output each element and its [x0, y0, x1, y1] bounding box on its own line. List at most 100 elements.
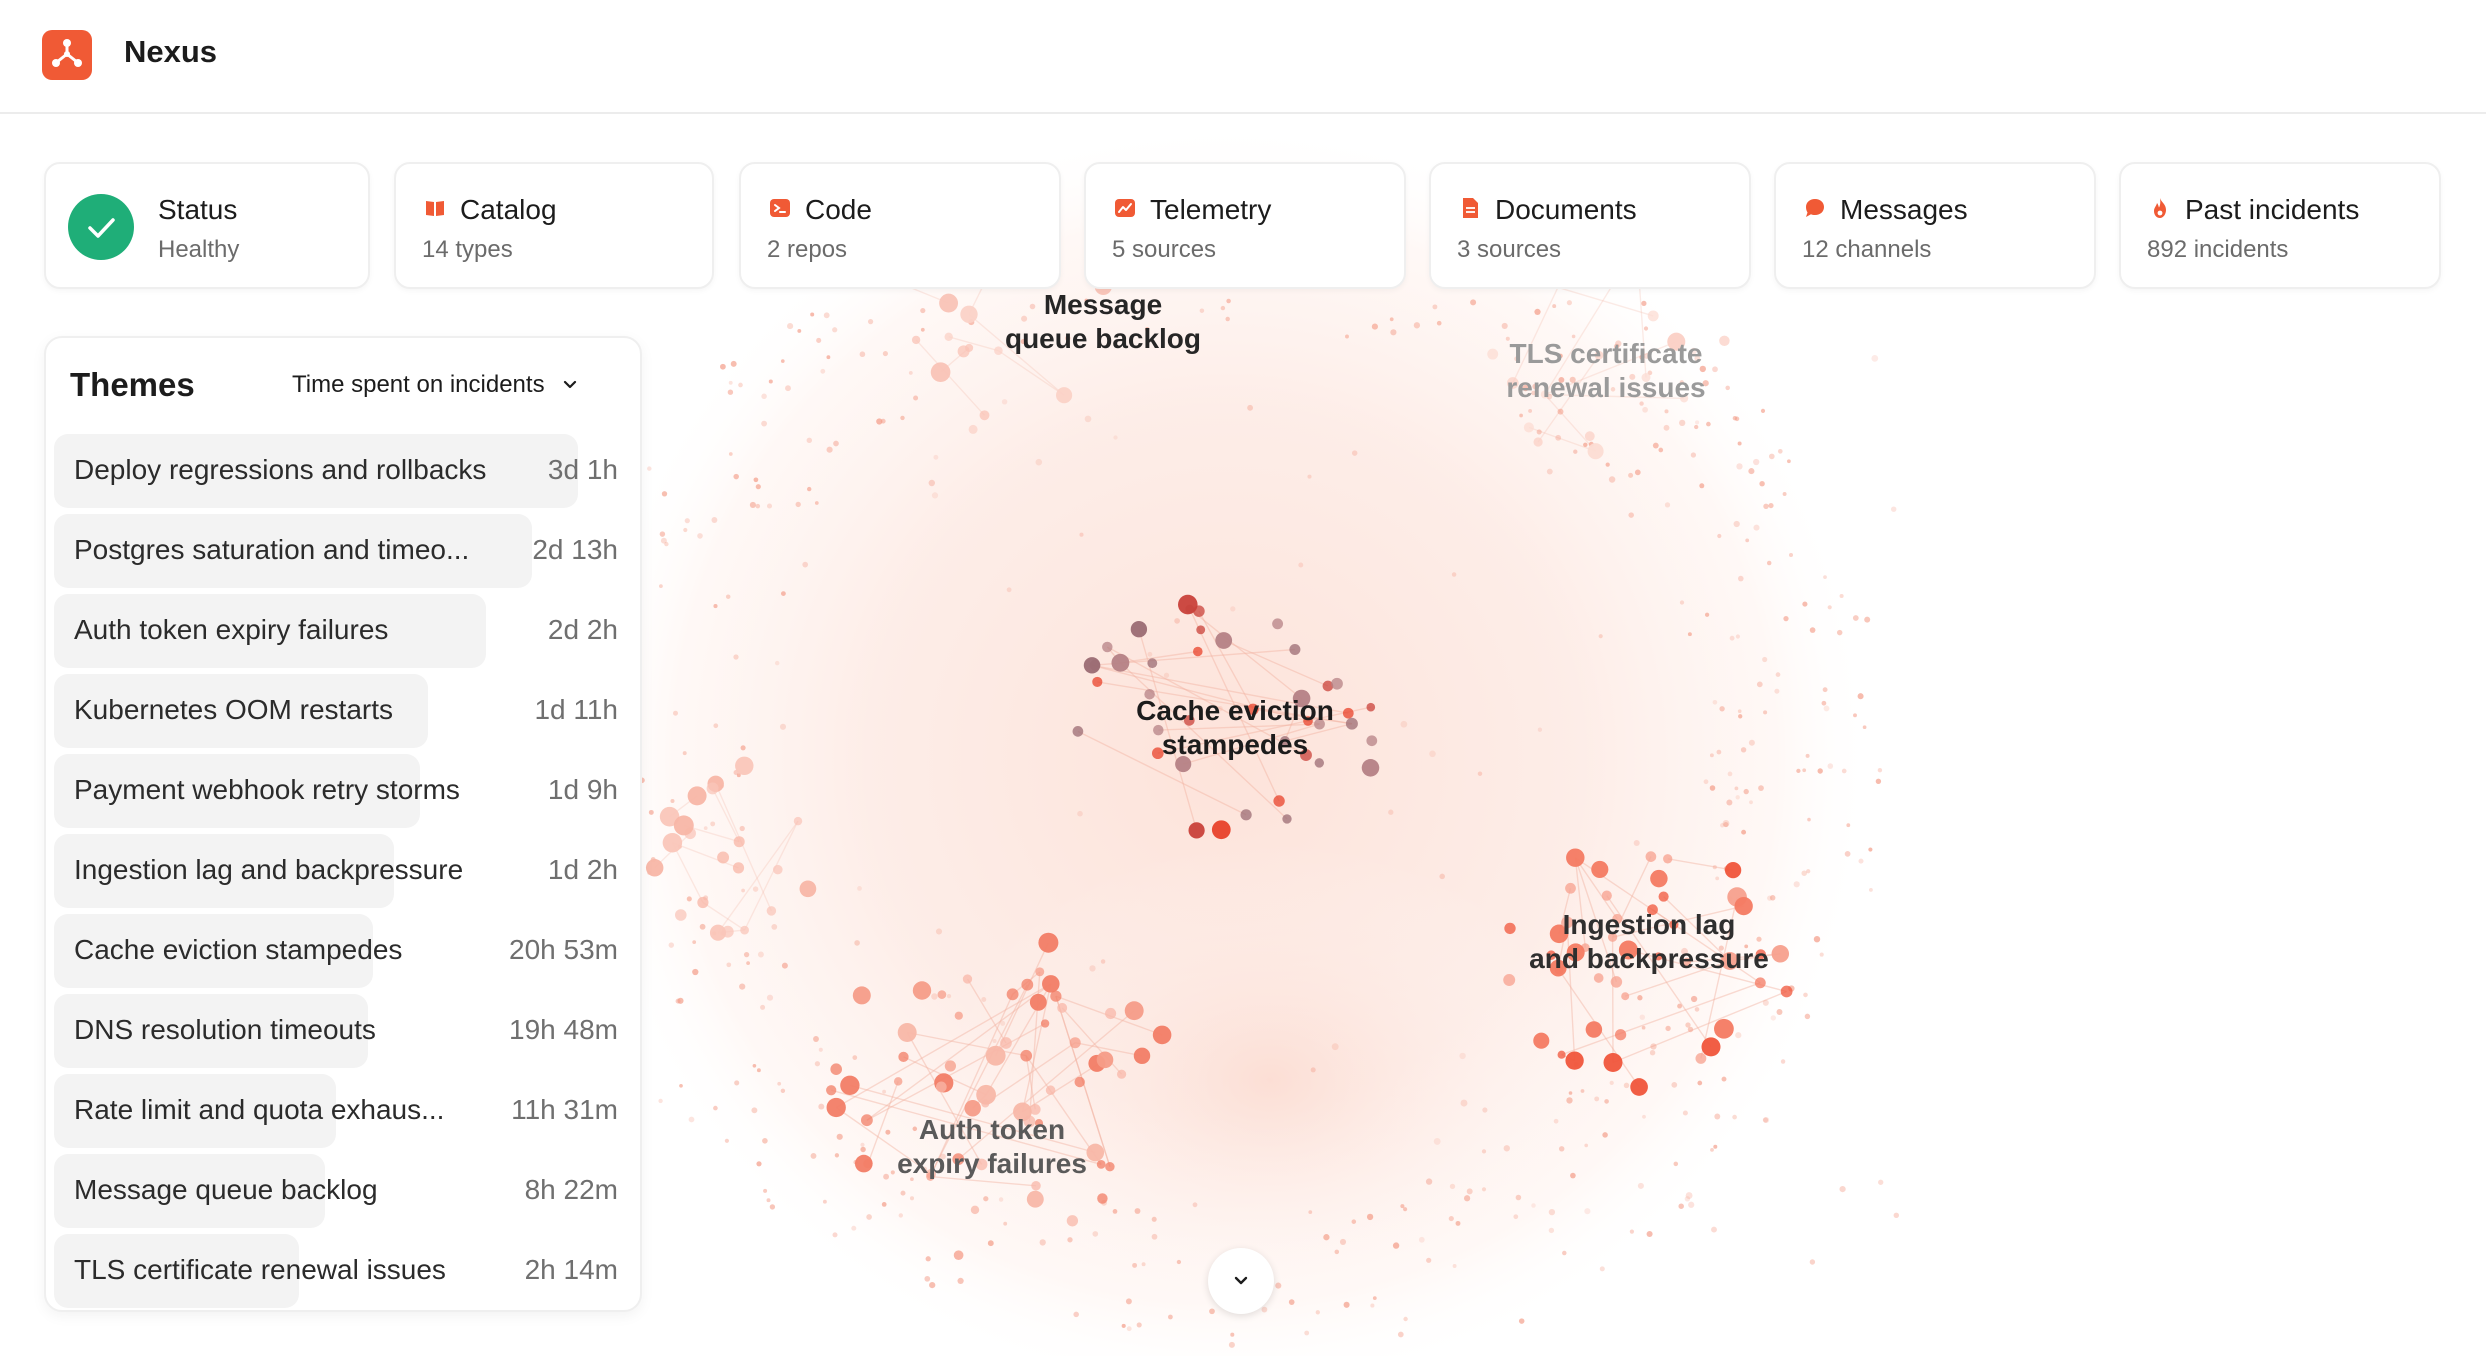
graph-node [912, 981, 932, 1000]
source-card-past-incidents[interactable]: Past incidents 892 incidents [2119, 162, 2441, 289]
theme-name: Cache eviction stampedes [74, 934, 403, 965]
source-card-catalog[interactable]: Catalog 14 types [394, 162, 714, 289]
graph-node [1042, 975, 1060, 993]
graph-dust-dot [1788, 552, 1794, 558]
theme-row[interactable]: Message queue backlog 8h 22m [54, 1154, 636, 1228]
graph-edge [1198, 610, 1254, 710]
graph-dust-dot [898, 1213, 904, 1218]
app-title: Nexus [124, 34, 218, 69]
graph-node [1724, 861, 1742, 879]
graph-dust-dot [981, 997, 987, 1002]
graph-dust-dot [834, 1153, 840, 1158]
graph-node [994, 346, 1003, 355]
source-card-status[interactable]: Status Healthy [44, 162, 370, 289]
graph-node [697, 896, 709, 909]
nexus-logo-icon[interactable] [42, 30, 92, 80]
graph-dust-dot [818, 1047, 823, 1052]
graph-dust-dot [1652, 442, 1659, 449]
graph-dust-dot [1664, 502, 1671, 508]
graph-dust-dot [857, 886, 862, 891]
graph-edge [1606, 895, 1712, 1048]
source-card-code[interactable]: Code 2 repos [739, 162, 1061, 289]
graph-dust-dot [1403, 1207, 1408, 1212]
graph-dust-dot [1878, 1179, 1884, 1185]
graph-node [1034, 1119, 1044, 1128]
graph-dust-dot [1029, 303, 1036, 310]
theme-row[interactable]: Deploy regressions and rollbacks 3d 1h [54, 434, 636, 508]
graph-dust-dot [866, 1214, 872, 1220]
graph-dust-dot [1113, 435, 1118, 440]
graph-node [1533, 1032, 1550, 1049]
theme-row[interactable]: Ingestion lag and backpressure 1d 2h [54, 834, 636, 908]
graph-dust-dot [1307, 474, 1312, 479]
graph-node [1215, 632, 1233, 649]
graph-dust-dot [762, 1137, 768, 1144]
graph-dust-dot [1719, 706, 1725, 712]
graph-node [1247, 703, 1259, 715]
graph-dust-dot [1823, 575, 1827, 579]
graph-dust-dot [881, 1202, 887, 1207]
graph-dust-dot [710, 821, 716, 827]
source-card-documents[interactable]: Documents 3 sources [1429, 162, 1751, 289]
graph-node [1006, 988, 1019, 1001]
graph-node [709, 924, 727, 941]
theme-share-bar [54, 994, 368, 1068]
graph-dust-dot [1844, 851, 1851, 857]
graph-dust-dot [1852, 615, 1859, 621]
graph-edge [1025, 1055, 1036, 1110]
graph-node [1584, 431, 1595, 442]
graph-edge [968, 313, 1065, 396]
cluster-label-message-queue[interactable]: Message queue backlog [1004, 289, 1202, 354]
graph-edge [1252, 708, 1353, 725]
scroll-down-button[interactable] [1208, 1248, 1274, 1314]
theme-row[interactable]: Rate limit and quota exhaus... 11h 31m [54, 1074, 636, 1148]
graph-edge [915, 339, 986, 416]
graph-dust-dot [1770, 1015, 1776, 1021]
graph-node [1669, 920, 1679, 930]
graph-node [1557, 1050, 1566, 1059]
theme-row[interactable]: Kubernetes OOM restarts 1d 11h [54, 674, 636, 748]
graph-node [962, 974, 973, 984]
theme-row[interactable]: Auth token expiry failures 2d 2h [54, 594, 636, 668]
theme-share-bar [54, 754, 420, 828]
graph-dust-dot [1706, 421, 1711, 427]
graph-dust-dot [749, 501, 756, 508]
graph-node [1069, 1037, 1081, 1049]
graph-dust-dot [683, 527, 688, 533]
source-card-telemetry[interactable]: Telemetry 5 sources [1084, 162, 1406, 289]
cluster-label-tls[interactable]: TLS certificate renewal issues [1506, 338, 1706, 403]
graph-dust-dot [686, 896, 692, 902]
source-card-messages[interactable]: Messages 12 channels [1774, 162, 2096, 289]
theme-row[interactable]: TLS certificate renewal issues 2h 14m [54, 1234, 636, 1308]
graph-edge [849, 1084, 1096, 1154]
graph-dust-dot [1774, 688, 1780, 694]
cluster-label-cache-eviction[interactable]: Cache eviction stampedes [1136, 695, 1334, 760]
theme-name: Ingestion lag and backpressure [74, 854, 464, 885]
theme-share-bar [54, 1234, 299, 1308]
incident-graph[interactable] [0, 116, 2486, 1356]
graph-dust-dot [1703, 779, 1709, 785]
graph-dust-dot [1132, 1262, 1138, 1268]
graph-node [1116, 1069, 1127, 1079]
graph-dust-dot [1738, 714, 1743, 719]
messages-subtitle: 12 channels [1802, 236, 1932, 263]
theme-row[interactable]: Payment webhook retry storms 1d 9h [54, 754, 636, 828]
sort-dropdown[interactable]: Time spent on incidents [292, 362, 589, 408]
graph-dust-dot [1806, 869, 1811, 874]
graph-node [1641, 373, 1651, 382]
theme-name: Postgres saturation and timeo... [74, 534, 470, 565]
graph-node [1342, 707, 1354, 719]
graph-node [1540, 390, 1549, 399]
graph-dust-dot [1868, 887, 1873, 892]
cluster-label-ingestion-lag[interactable]: Ingestion lag and backpressure [1529, 909, 1769, 974]
graph-node [1111, 653, 1130, 672]
theme-row[interactable]: Cache eviction stampedes 20h 53m [54, 914, 636, 988]
graph-dust-dot [1003, 1221, 1008, 1226]
theme-row[interactable]: DNS resolution timeouts 19h 48m [54, 994, 636, 1068]
cluster-label-auth-token[interactable]: Auth token expiry failures [897, 1114, 1087, 1179]
graph-dust-dot [760, 1004, 766, 1010]
graph-dust-dot [1716, 749, 1722, 755]
theme-row[interactable]: Postgres saturation and timeo... 2d 13h [54, 514, 636, 588]
graph-node [1021, 978, 1034, 991]
graph-dust-dot [1481, 1187, 1487, 1192]
